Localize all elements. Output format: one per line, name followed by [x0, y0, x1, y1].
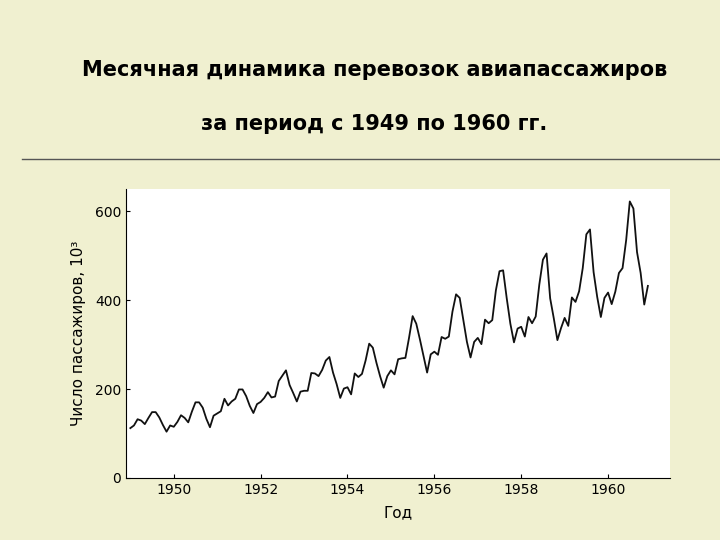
Y-axis label: Число пассажиров, 10³: Число пассажиров, 10³ [71, 241, 86, 426]
X-axis label: Год: Год [383, 505, 413, 520]
Text: за период с 1949 по 1960 гг.: за период с 1949 по 1960 гг. [202, 114, 547, 134]
Text: Месячная динамика перевозок авиапассажиров: Месячная динамика перевозок авиапассажир… [82, 60, 667, 80]
